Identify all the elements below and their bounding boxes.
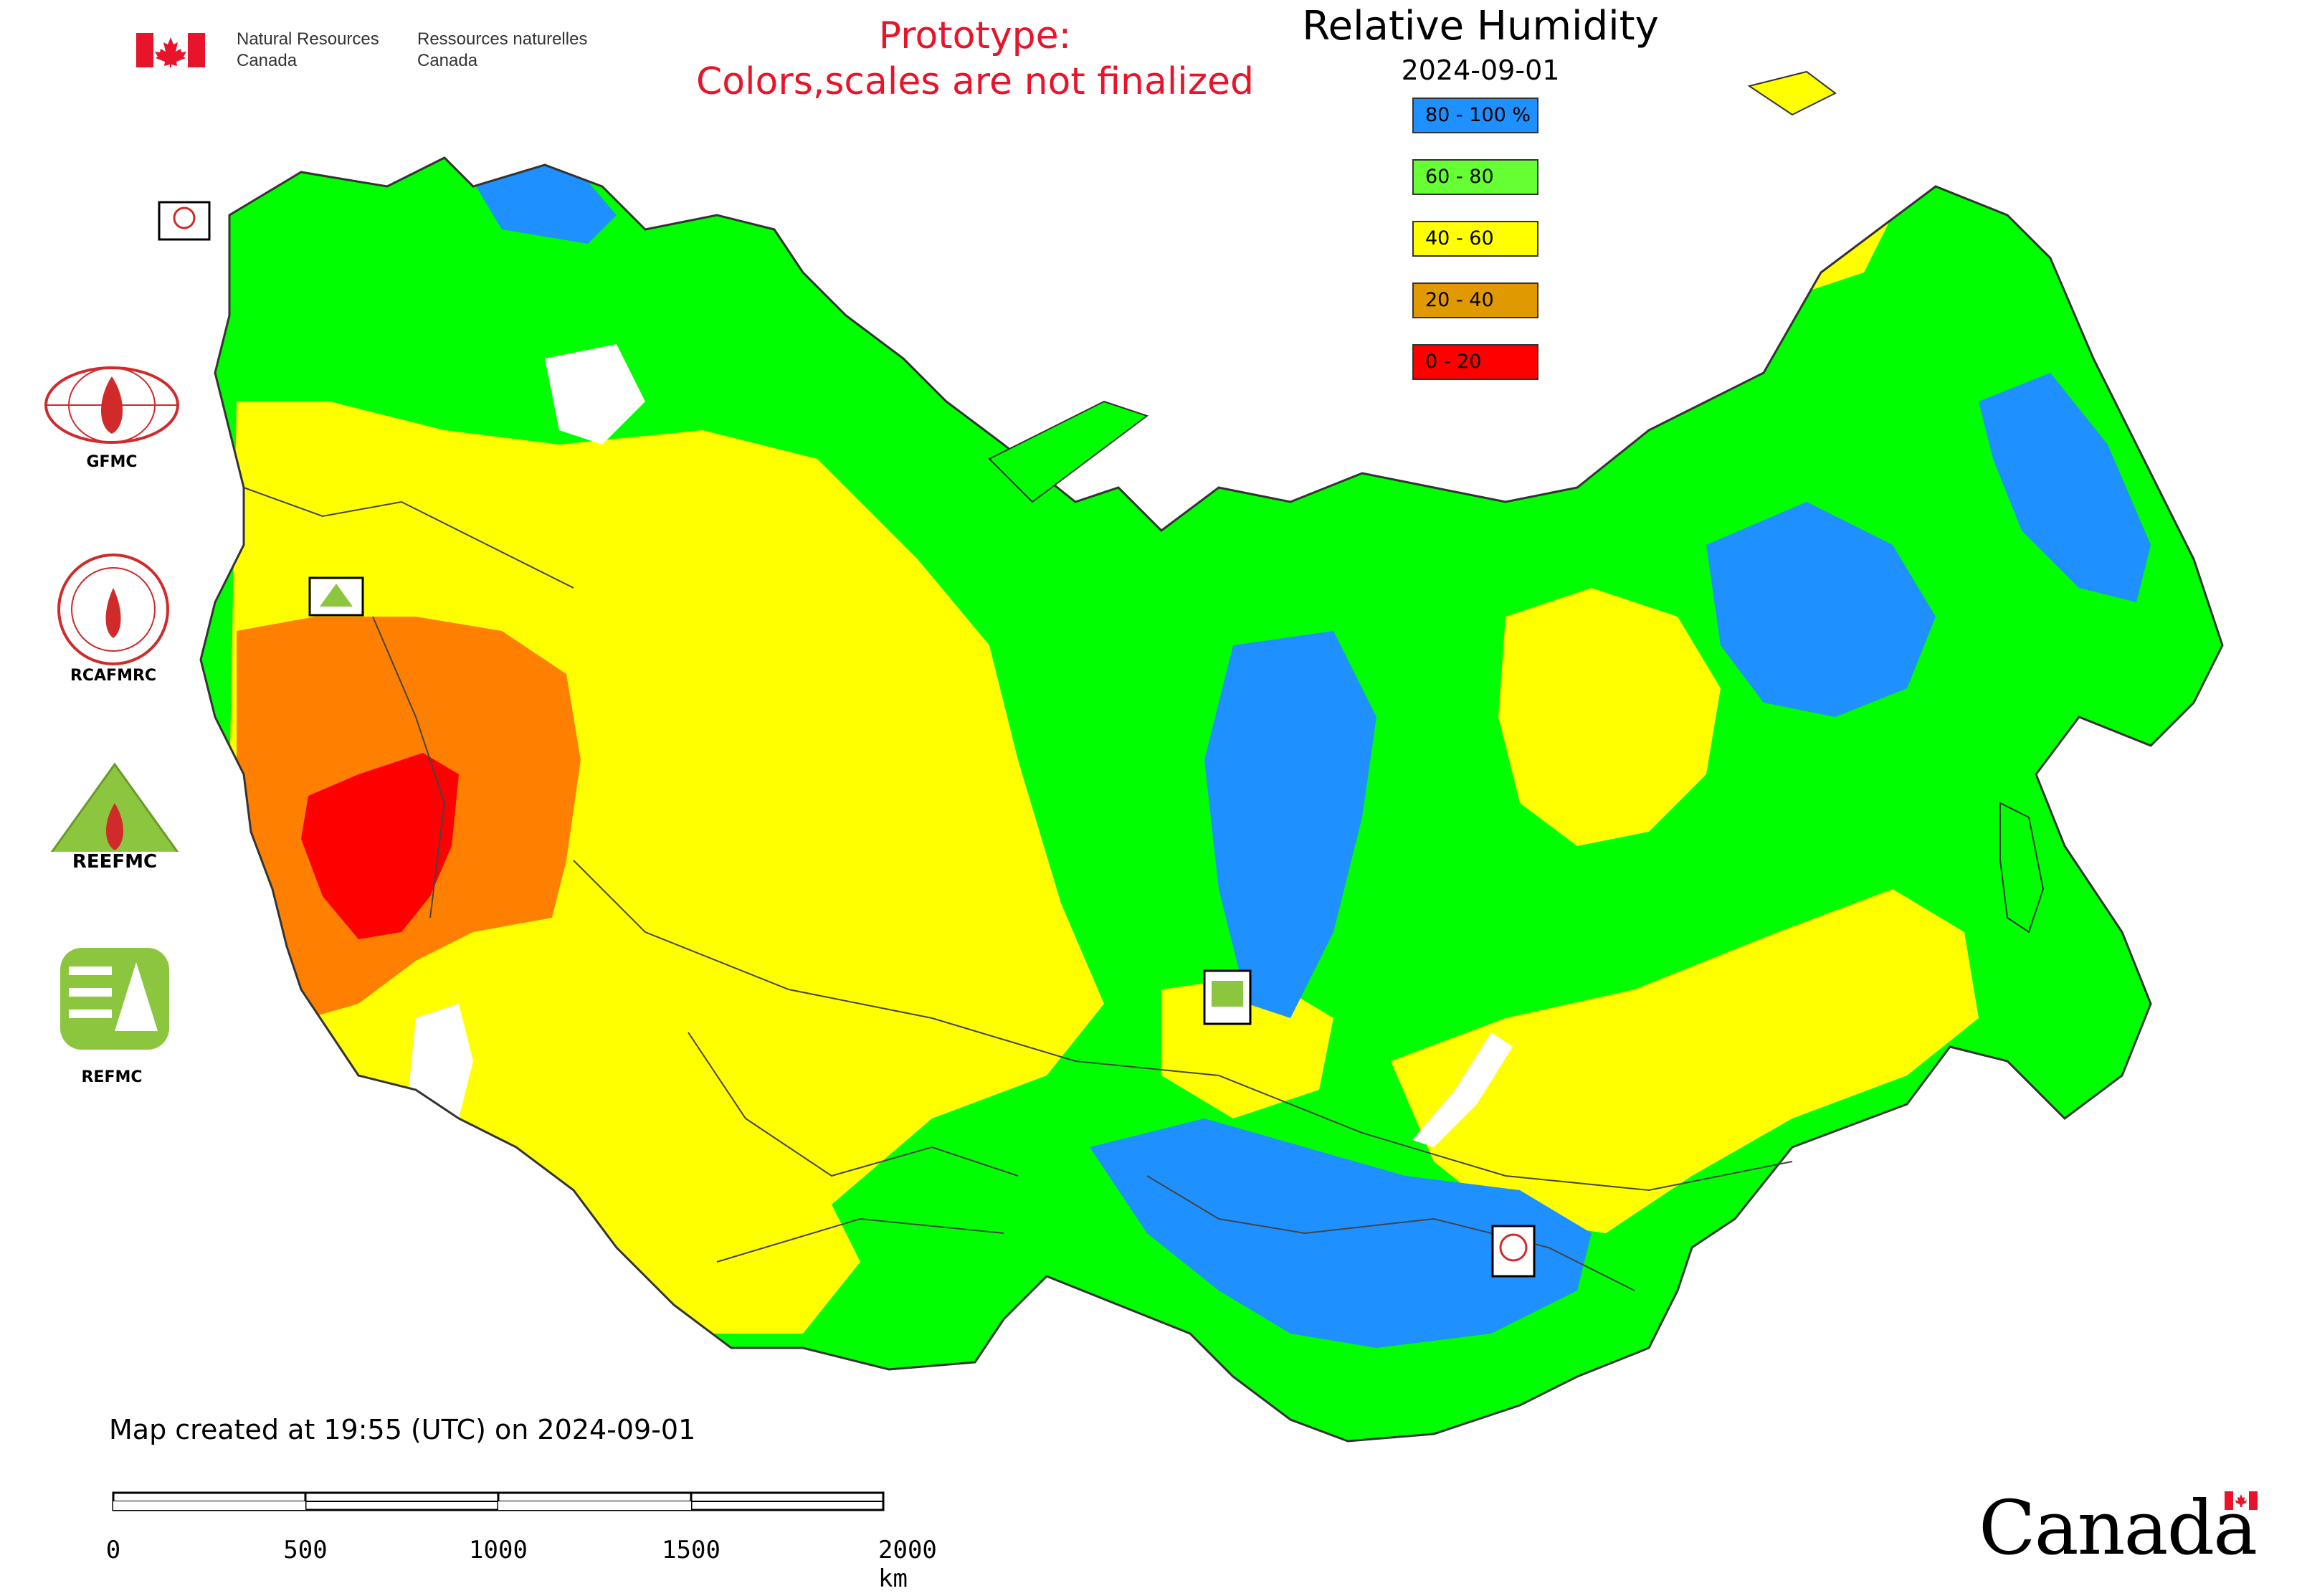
gfmc-logo bbox=[44, 366, 179, 444]
sakhalin-island bbox=[1999, 802, 2045, 934]
map-date: 2024-09-01 bbox=[1401, 54, 1560, 86]
map-marker-rcafmrc bbox=[1491, 1225, 1536, 1278]
map-title: Relative Humidity bbox=[1302, 3, 1659, 49]
very-humid-zone-central bbox=[1204, 631, 1376, 1018]
legend-item-0-20: 0 - 20 bbox=[1412, 344, 1538, 380]
scale-tick-0: 0 bbox=[105, 1536, 121, 1564]
moderate-zone-south bbox=[401, 1004, 860, 1334]
department-name-fr: Ressources naturelles Canada bbox=[417, 29, 588, 70]
legend-item-40-60: 40 - 60 bbox=[1412, 221, 1538, 257]
legend-item-20-40: 20 - 40 bbox=[1412, 282, 1538, 318]
scale-bar-graphic bbox=[112, 1491, 885, 1511]
novaya-zemlya bbox=[988, 400, 1149, 503]
svg-text:REEFMC: REEFMC bbox=[72, 851, 157, 873]
canada-flag-icon bbox=[136, 33, 205, 67]
department-name-en: Natural Resources Canada bbox=[237, 29, 379, 70]
map-marker-gfmc bbox=[158, 201, 211, 241]
legend-item-60-80: 60 - 80 bbox=[1412, 159, 1538, 195]
moderate-zone-west bbox=[229, 402, 1104, 1319]
land-outline bbox=[199, 156, 2224, 1443]
moderate-zone-mongolia bbox=[1161, 975, 1333, 1118]
map-marker-refmc bbox=[1203, 969, 1252, 1025]
reefmc-logo: REEFMC bbox=[43, 762, 186, 873]
very-humid-zone-kamchatka bbox=[1979, 373, 2151, 602]
prototype-note: Prototype: Colors,scales are not finaliz… bbox=[695, 14, 1255, 103]
rcafmrc-logo bbox=[57, 554, 169, 665]
scale-tick-500: 500 bbox=[283, 1536, 328, 1564]
lake-baikal bbox=[1412, 1032, 1513, 1147]
refmc-logo bbox=[60, 948, 169, 1050]
government-identity: Natural Resources Canada Ressources natu… bbox=[136, 27, 609, 77]
caspian-sea bbox=[409, 1004, 473, 1147]
map-created-note: Map created at 19:55 (UTC) on 2024-09-01 bbox=[109, 1414, 696, 1445]
very-humid-zone-north bbox=[459, 158, 617, 244]
scale-tick-1000: 1000 bbox=[469, 1536, 528, 1564]
scale-tick-1500: 1500 bbox=[662, 1536, 720, 1564]
moderate-zone-east bbox=[1498, 588, 1721, 846]
very-dry-zone bbox=[301, 753, 459, 939]
moderate-zone-far-east bbox=[1649, 158, 1893, 301]
map-marker-reefmc bbox=[308, 576, 364, 617]
country-borders bbox=[243, 487, 1793, 1291]
very-humid-zone-south bbox=[1090, 1118, 1592, 1348]
canada-wordmark: Canada bbox=[1979, 1484, 2258, 1572]
wrangel-island bbox=[1747, 70, 1837, 116]
rcafmrc-label: RCAFMRC bbox=[70, 667, 157, 685]
scale-bar: 0 500 1000 1500 2000 km bbox=[100, 1491, 975, 1593]
scale-tick-2000: 2000 km bbox=[878, 1536, 937, 1593]
moderate-zone-south-east bbox=[1391, 889, 1979, 1233]
refmc-label: REFMC bbox=[81, 1068, 143, 1086]
very-humid-zone-east bbox=[1706, 502, 1936, 717]
legend-item-80-100: 80 - 100 % bbox=[1412, 98, 1538, 133]
white-sea bbox=[545, 344, 645, 445]
wordmark-flag-icon bbox=[2225, 1491, 2258, 1510]
gfmc-label: GFMC bbox=[86, 453, 138, 471]
dry-zone bbox=[237, 617, 581, 1018]
